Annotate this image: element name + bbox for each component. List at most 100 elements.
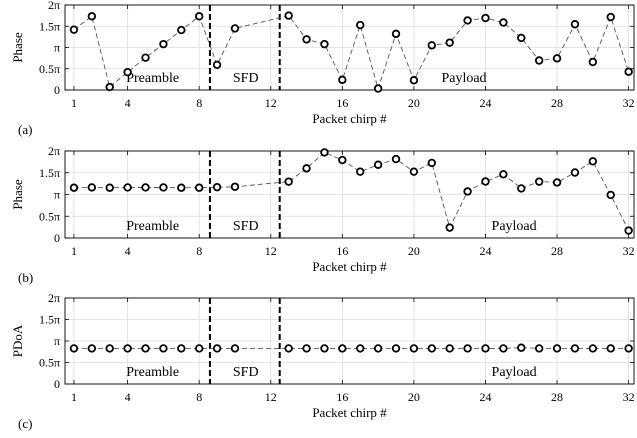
region-label: Payload bbox=[441, 71, 486, 86]
data-point bbox=[177, 183, 186, 192]
data-point bbox=[338, 75, 347, 85]
region-label: SFD bbox=[233, 219, 259, 234]
data-point bbox=[463, 187, 472, 196]
data-point bbox=[302, 344, 311, 353]
data-point bbox=[588, 57, 598, 67]
region-label: Preamble bbox=[126, 365, 179, 380]
region-label: SFD bbox=[233, 365, 259, 380]
data-point bbox=[481, 177, 490, 186]
data-point bbox=[284, 177, 293, 186]
data-point bbox=[373, 344, 383, 353]
data-point bbox=[570, 168, 580, 177]
data-point bbox=[391, 29, 401, 39]
data-point bbox=[338, 344, 347, 353]
data-point bbox=[588, 344, 598, 353]
region-label: Preamble bbox=[126, 71, 179, 86]
data-point bbox=[606, 344, 615, 353]
x-tick-label: 32 bbox=[623, 244, 635, 258]
data-point bbox=[391, 344, 401, 353]
data-point bbox=[427, 41, 437, 50]
data-point bbox=[481, 13, 490, 23]
data-point bbox=[284, 344, 293, 353]
x-axis-title: Packet chirp # bbox=[312, 111, 387, 126]
region-label: Preamble bbox=[126, 219, 179, 234]
y-tick-label: 0.5π bbox=[39, 209, 60, 223]
region-label: Payload bbox=[492, 219, 537, 234]
data-point bbox=[230, 344, 240, 353]
data-point bbox=[552, 54, 562, 63]
x-tick-label: 28 bbox=[551, 244, 563, 258]
data-point bbox=[123, 183, 132, 192]
data-point bbox=[499, 344, 508, 353]
x-tick-label: 8 bbox=[196, 96, 202, 110]
x-tick-label: 12 bbox=[265, 390, 277, 404]
data-point bbox=[427, 344, 437, 353]
region-label: SFD bbox=[233, 71, 259, 86]
data-point bbox=[105, 183, 114, 192]
data-point bbox=[499, 170, 508, 179]
x-tick-label: 16 bbox=[336, 244, 348, 258]
data-point bbox=[445, 223, 454, 232]
data-point bbox=[409, 167, 419, 176]
data-point bbox=[356, 167, 365, 176]
data-point bbox=[212, 60, 222, 70]
data-point bbox=[534, 56, 544, 65]
data-point bbox=[194, 12, 204, 21]
data-point bbox=[373, 84, 383, 93]
data-point bbox=[373, 160, 383, 169]
x-tick-label: 4 bbox=[125, 244, 131, 258]
y-tick-label: 1.5π bbox=[39, 19, 60, 33]
x-tick-label: 4 bbox=[125, 390, 131, 404]
y-tick-label: π bbox=[54, 334, 60, 348]
data-point bbox=[481, 344, 490, 353]
data-point bbox=[141, 183, 150, 192]
y-tick-label: 1.5π bbox=[39, 313, 60, 327]
y-tick-label: π bbox=[54, 41, 60, 55]
data-point bbox=[159, 39, 168, 49]
y-tick-label: 0 bbox=[54, 231, 60, 245]
data-point bbox=[463, 16, 472, 25]
data-point bbox=[87, 183, 97, 192]
y-axis-title: Phase bbox=[10, 32, 25, 63]
x-tick-label: 8 bbox=[196, 390, 202, 404]
x-axis-title: Packet chirp # bbox=[312, 259, 387, 274]
data-point bbox=[302, 164, 311, 173]
x-tick-label: 28 bbox=[551, 390, 563, 404]
data-point bbox=[69, 25, 79, 34]
x-tick-label: 1 bbox=[71, 96, 77, 110]
y-tick-label: 0.5π bbox=[39, 62, 60, 76]
data-point bbox=[356, 344, 365, 353]
data-point bbox=[624, 67, 633, 76]
y-tick-label: 2π bbox=[48, 144, 60, 158]
x-tick-label: 20 bbox=[408, 244, 420, 258]
x-tick-label: 16 bbox=[336, 96, 348, 110]
data-point bbox=[87, 344, 97, 353]
data-point bbox=[320, 344, 329, 353]
data-point bbox=[159, 344, 168, 353]
data-point bbox=[534, 344, 544, 353]
x-tick-label: 32 bbox=[623, 96, 635, 110]
data-point bbox=[302, 35, 311, 44]
data-point bbox=[570, 20, 580, 29]
data-point bbox=[320, 148, 329, 157]
panel-tag: (c) bbox=[18, 416, 32, 431]
series-connector-line bbox=[73, 347, 629, 349]
y-tick-label: 0 bbox=[54, 377, 60, 391]
data-point bbox=[588, 157, 598, 166]
panel-tag: (b) bbox=[18, 270, 33, 285]
chart-panel-1: 1 4 8 12 16 20 24 28 32 0 0.5π π 1.5π 2π Packet chirp … bbox=[10, 0, 635, 137]
data-point bbox=[356, 20, 365, 30]
data-point bbox=[159, 183, 168, 192]
data-point bbox=[606, 12, 615, 22]
data-point bbox=[87, 12, 97, 21]
data-point bbox=[624, 344, 633, 353]
data-point bbox=[123, 67, 132, 77]
data-point bbox=[570, 344, 580, 353]
data-point bbox=[69, 183, 79, 192]
data-point bbox=[230, 182, 240, 191]
x-tick-label: 8 bbox=[196, 244, 202, 258]
x-tick-label: 1 bbox=[71, 244, 77, 258]
data-point bbox=[445, 344, 454, 353]
x-tick-label: 16 bbox=[336, 390, 348, 404]
